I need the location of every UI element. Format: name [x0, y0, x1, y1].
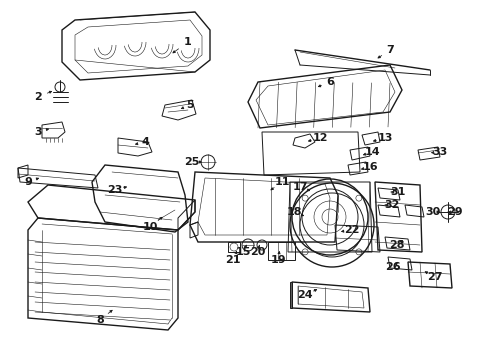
Text: 6: 6 [325, 77, 333, 87]
Text: 21: 21 [225, 255, 240, 265]
Text: 28: 28 [388, 240, 404, 250]
Text: 5: 5 [186, 100, 193, 110]
Text: 10: 10 [142, 222, 157, 232]
Text: 15: 15 [235, 247, 250, 257]
Text: 16: 16 [362, 162, 377, 172]
Text: 30: 30 [425, 207, 440, 217]
Text: 26: 26 [385, 262, 400, 272]
Text: 13: 13 [377, 133, 392, 143]
Text: 27: 27 [427, 272, 442, 282]
Text: 11: 11 [274, 177, 289, 187]
Text: 2: 2 [34, 92, 42, 102]
Text: 25: 25 [184, 157, 199, 167]
Text: 14: 14 [364, 147, 379, 157]
Text: 29: 29 [446, 207, 462, 217]
Text: 1: 1 [184, 37, 191, 47]
Text: 32: 32 [384, 200, 399, 210]
Text: 23: 23 [107, 185, 122, 195]
Text: 12: 12 [312, 133, 327, 143]
Text: 31: 31 [389, 187, 405, 197]
Text: 8: 8 [96, 315, 103, 325]
Text: 3: 3 [34, 127, 42, 137]
Text: 17: 17 [292, 182, 307, 192]
Text: 4: 4 [141, 137, 149, 147]
Text: 20: 20 [250, 247, 265, 257]
Text: 7: 7 [386, 45, 393, 55]
Text: 9: 9 [24, 177, 32, 187]
Text: 22: 22 [344, 225, 359, 235]
Text: 18: 18 [285, 207, 301, 217]
Text: 24: 24 [297, 290, 312, 300]
Text: 33: 33 [431, 147, 447, 157]
Text: 19: 19 [270, 255, 285, 265]
